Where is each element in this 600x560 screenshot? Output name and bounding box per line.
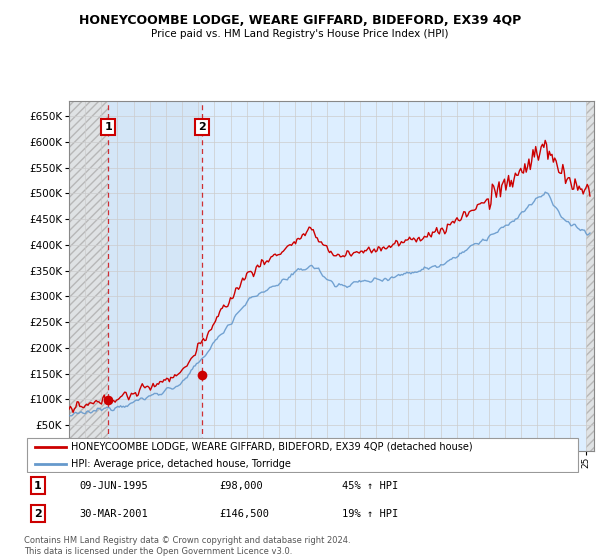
Text: £146,500: £146,500	[220, 508, 269, 519]
Text: £98,000: £98,000	[220, 480, 263, 491]
Text: Price paid vs. HM Land Registry's House Price Index (HPI): Price paid vs. HM Land Registry's House …	[151, 29, 449, 39]
Text: 30-MAR-2001: 30-MAR-2001	[80, 508, 149, 519]
Text: 45% ↑ HPI: 45% ↑ HPI	[342, 480, 398, 491]
Text: 09-JUN-1995: 09-JUN-1995	[80, 480, 149, 491]
Text: 2: 2	[34, 508, 42, 519]
Text: 19% ↑ HPI: 19% ↑ HPI	[342, 508, 398, 519]
Text: HPI: Average price, detached house, Torridge: HPI: Average price, detached house, Torr…	[71, 459, 292, 469]
Bar	[586, 101, 594, 451]
Bar	[109, 101, 202, 451]
FancyBboxPatch shape	[27, 437, 578, 473]
Bar	[69, 101, 109, 451]
Text: 1: 1	[34, 480, 42, 491]
Text: 1: 1	[104, 122, 112, 132]
Text: HONEYCOOMBE LODGE, WEARE GIFFARD, BIDEFORD, EX39 4QP (detached house): HONEYCOOMBE LODGE, WEARE GIFFARD, BIDEFO…	[71, 442, 473, 451]
Text: Contains HM Land Registry data © Crown copyright and database right 2024.
This d: Contains HM Land Registry data © Crown c…	[24, 536, 350, 556]
Text: HONEYCOOMBE LODGE, WEARE GIFFARD, BIDEFORD, EX39 4QP: HONEYCOOMBE LODGE, WEARE GIFFARD, BIDEFO…	[79, 14, 521, 27]
Text: 2: 2	[198, 122, 206, 132]
